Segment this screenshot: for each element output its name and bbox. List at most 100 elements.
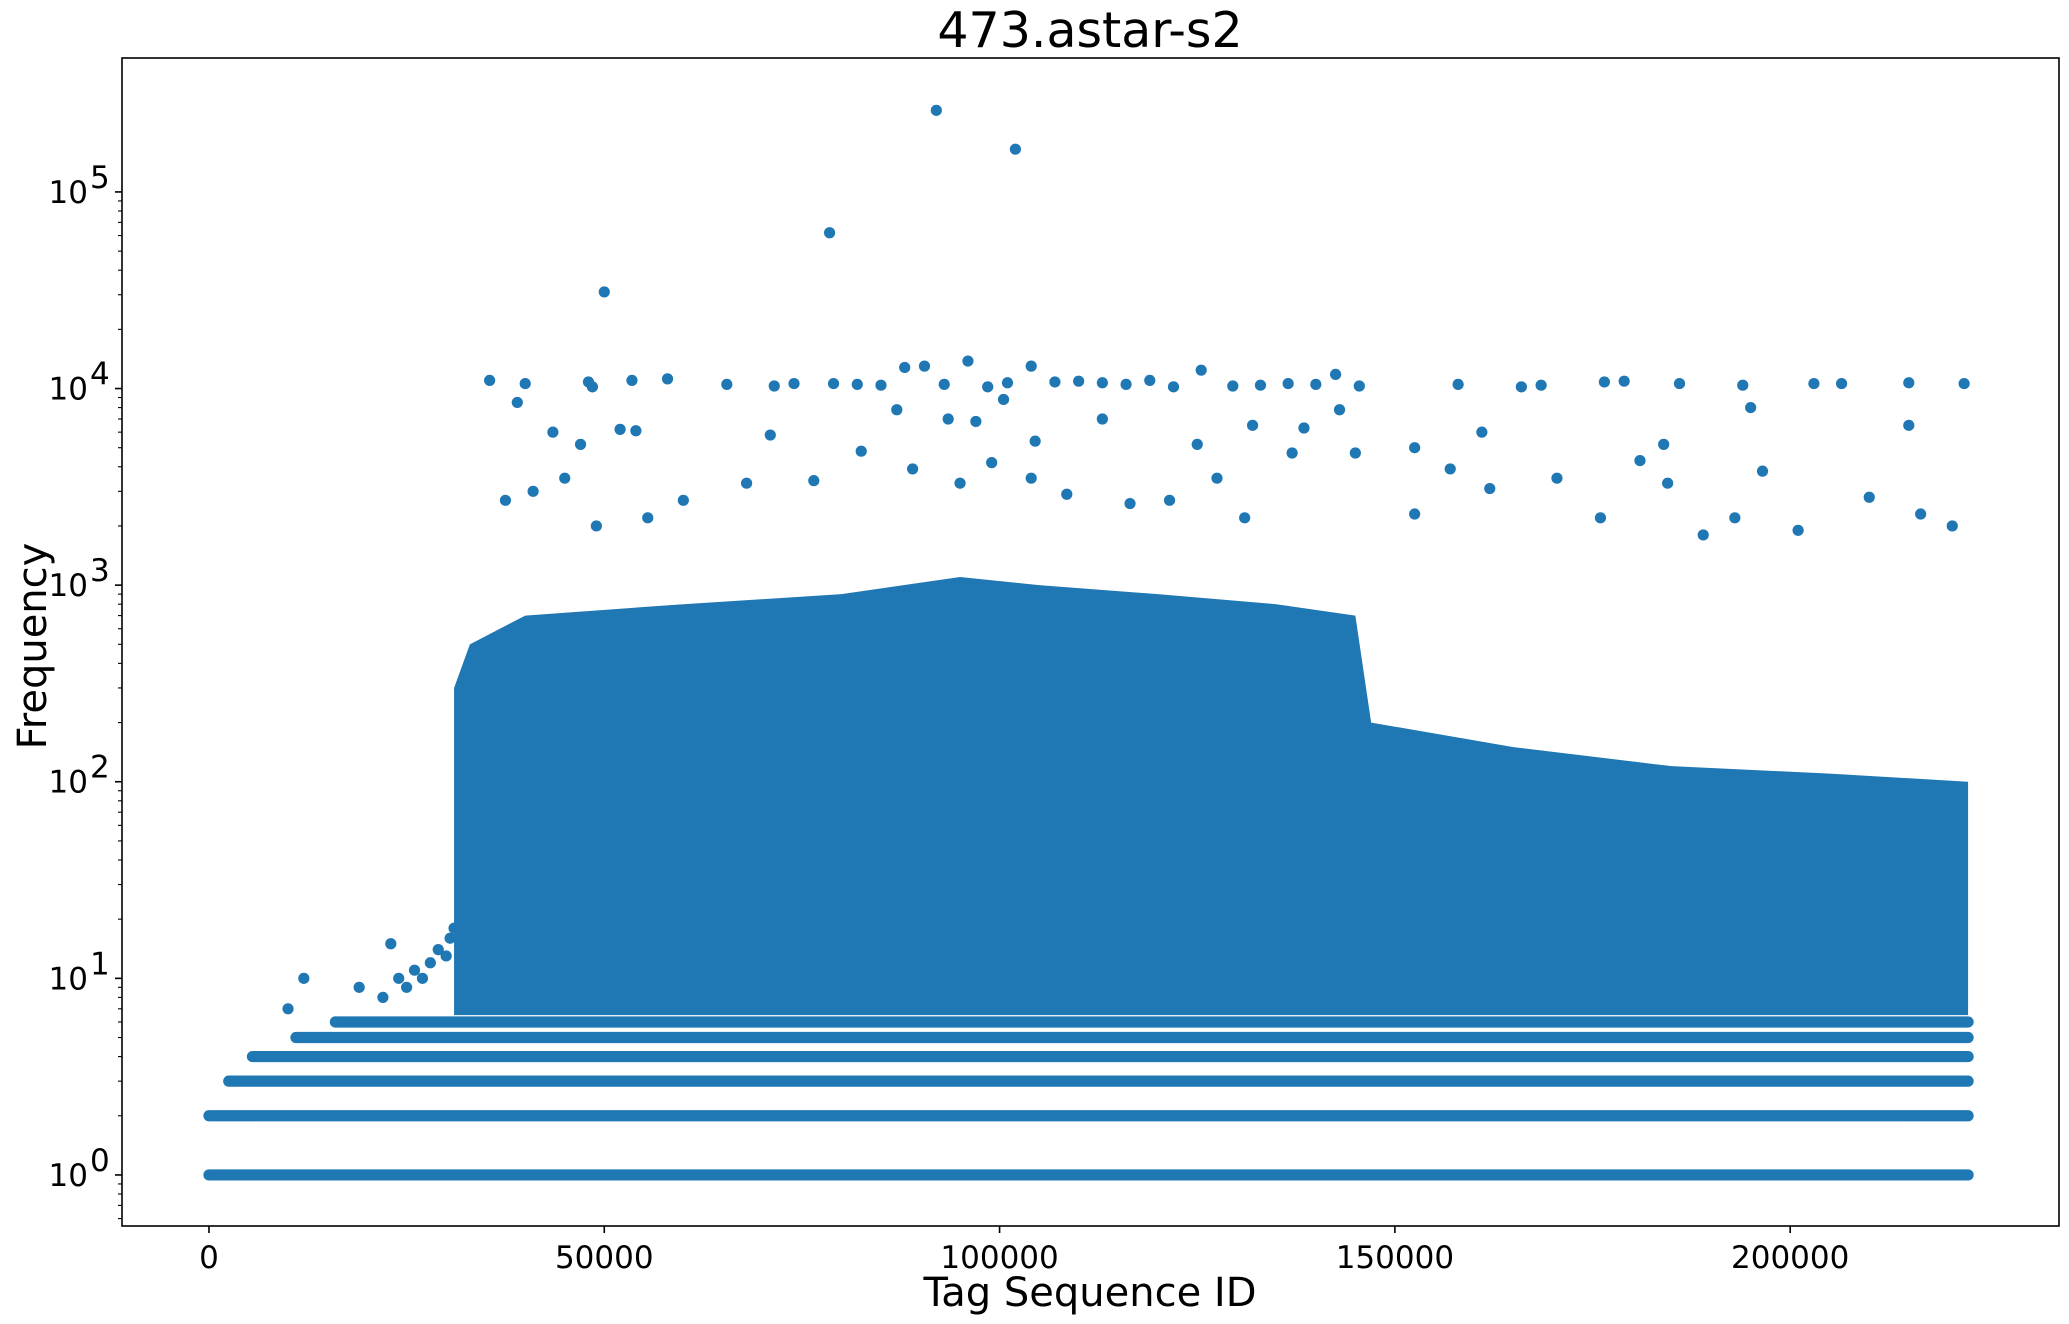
scatter-point <box>986 457 998 469</box>
scatter-point <box>808 475 820 487</box>
scatter-point <box>1594 512 1607 524</box>
scatter-point <box>393 972 405 984</box>
scatter-point <box>1239 512 1251 524</box>
scatter-point <box>1227 380 1239 392</box>
scatter-point <box>424 957 436 969</box>
x-axis-label: Tag Sequence ID <box>922 1270 1256 1316</box>
scatter-point <box>899 361 911 374</box>
x-tick-label: 150000 <box>1336 1240 1454 1276</box>
scatter-point <box>1211 472 1223 484</box>
scatter-point <box>1120 378 1132 390</box>
scatter-point <box>1835 377 1848 390</box>
scatter-point <box>1444 463 1456 475</box>
scatter-point <box>764 429 776 441</box>
scatter-point <box>642 512 654 524</box>
scatter-point <box>1535 379 1547 391</box>
scatter-point <box>1903 419 1915 431</box>
y-tick-exponent: 2 <box>90 750 110 786</box>
scatter-point <box>982 381 994 393</box>
scatter-point <box>1598 376 1610 388</box>
scatter-point <box>1254 379 1267 391</box>
scatter-point <box>1958 377 1970 390</box>
scatter-point <box>401 981 413 993</box>
scatter-point <box>1298 422 1310 434</box>
scatter-point <box>519 377 531 390</box>
scatter-point <box>1484 482 1496 495</box>
scatter-point <box>661 373 674 385</box>
scatter-point <box>484 374 496 387</box>
scatter-point <box>1163 494 1176 506</box>
y-tick-exponent: 4 <box>90 357 110 393</box>
scatter-point <box>1658 438 1670 450</box>
scatter-point <box>1096 413 1108 425</box>
x-axis: 0 50000 100000 150000 200000 <box>199 1226 1849 1276</box>
scatter-point <box>298 972 310 984</box>
scatter-point <box>547 426 559 438</box>
scatter-point <box>918 360 931 372</box>
scatter-point <box>1124 497 1136 510</box>
scatter-point <box>1286 447 1298 459</box>
scatter-point <box>1662 477 1674 489</box>
scatter-point <box>499 494 512 506</box>
scatter-point <box>282 1003 294 1015</box>
scatter-point <box>907 463 919 475</box>
scatter-point <box>1025 360 1037 372</box>
scatter-point <box>1353 380 1365 392</box>
scatter-point <box>1009 143 1021 155</box>
scatter-point <box>1452 378 1464 390</box>
scatter-point <box>970 415 982 428</box>
scatter-point <box>1946 520 1958 532</box>
x-tick-label: 100000 <box>940 1240 1058 1276</box>
scatter-point <box>1792 524 1804 536</box>
scatter-point <box>721 378 733 390</box>
scatter-point <box>511 396 523 409</box>
scatter-point <box>574 438 587 450</box>
y-tick-label: 10 <box>49 765 88 801</box>
x-tick-label: 50000 <box>555 1240 654 1276</box>
scatter-point <box>1073 375 1085 387</box>
scatter-point <box>1001 377 1014 389</box>
scatter-point <box>440 950 452 962</box>
dense-bands <box>203 1016 1974 1181</box>
scatter-point <box>1349 447 1361 459</box>
scatter-point <box>1246 419 1259 431</box>
scatter-point <box>586 381 599 393</box>
scatter-point <box>1476 426 1488 438</box>
scatter-point <box>1515 381 1527 393</box>
y-tick-exponent: 3 <box>90 553 110 589</box>
y-tick-label: 10 <box>49 961 88 997</box>
scatter-point <box>1915 508 1927 520</box>
scatter-point <box>448 922 460 934</box>
scatter-point <box>527 485 539 497</box>
scatter-point <box>1195 364 1207 376</box>
scatter-point <box>1409 508 1421 520</box>
scatter-point <box>1618 375 1630 387</box>
scatter-point <box>851 378 863 390</box>
scatter-point <box>329 1016 342 1028</box>
scatter-point <box>930 104 942 116</box>
y-tick-label: 10 <box>49 372 88 408</box>
scatter-point <box>954 477 966 489</box>
scatter-point <box>1049 376 1061 388</box>
scatter-point <box>768 380 780 392</box>
scatter-point <box>677 494 689 506</box>
scatter-point <box>938 378 950 390</box>
plot-area <box>121 57 2060 1227</box>
y-tick-exponent: 1 <box>90 946 110 982</box>
scatter-point <box>823 227 836 239</box>
scatter-point <box>1756 465 1769 477</box>
y-axis-label: Frequency <box>10 543 56 750</box>
scatter-point <box>432 944 444 956</box>
scatter-point <box>740 477 753 489</box>
scatter-point <box>614 423 626 435</box>
scatter-point <box>1029 435 1041 447</box>
scatter-point <box>1673 377 1686 390</box>
scatter-point <box>827 377 840 390</box>
scatter-point <box>598 286 610 298</box>
scatter-point <box>353 981 365 993</box>
x-tick-label: 0 <box>199 1240 219 1276</box>
scatter-point <box>1025 472 1037 484</box>
plot-frame <box>121 57 2060 1227</box>
scatter-point <box>1409 442 1421 454</box>
